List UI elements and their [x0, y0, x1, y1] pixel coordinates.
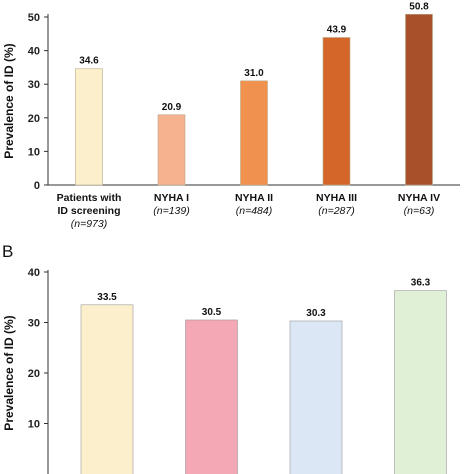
- y-tick-label-b: 30: [28, 317, 40, 329]
- bar-b: [289, 320, 343, 474]
- category-label-a: NYHA III: [316, 192, 357, 204]
- data-label-b: 30.3: [306, 308, 326, 319]
- bar-b: [394, 290, 447, 474]
- y-tick-label-a: 30: [28, 79, 40, 91]
- chart-a: Prevalence of ID (%) 0 10 20 30 40 50 34.6 Patie…: [2, 1, 460, 230]
- category-label-a: NYHA I: [154, 192, 189, 204]
- category-n-label-a: (n=139): [153, 205, 189, 217]
- data-label-a: 34.6: [79, 56, 99, 67]
- data-label-b: 36.3: [411, 278, 431, 289]
- y-tick-label-a: 40: [28, 46, 40, 58]
- bar-a: [240, 80, 268, 186]
- bar-a: [322, 37, 351, 186]
- y-axis-label-b: Prevalence of ID (%): [2, 315, 16, 430]
- y-tick-label-a: 50: [28, 12, 40, 24]
- category-label-a: Patients with: [57, 192, 122, 204]
- data-label-b: 33.5: [97, 292, 117, 303]
- bar-a: [405, 14, 433, 186]
- data-label-a: 43.9: [327, 24, 347, 35]
- category-n-label-a: (n=484): [236, 205, 272, 217]
- category-n-label-a: (n=63): [404, 205, 435, 217]
- data-label-b: 30.5: [202, 307, 222, 318]
- y-tick-label-b: 10: [28, 418, 40, 430]
- bar-b: [80, 304, 134, 474]
- bar-a: [75, 68, 103, 186]
- category-label-a: NYHA IV: [398, 192, 440, 204]
- y-tick-label-b: 20: [28, 368, 40, 380]
- panel-label-b: B: [2, 242, 13, 261]
- category-label-a: NYHA II: [235, 192, 273, 204]
- chart-b: B Prevalence of ID (%) 10 20 30 40 33.5 30.5 30.…: [2, 242, 447, 474]
- y-tick-label-a: 0: [34, 180, 40, 192]
- category-label-a: ID screening: [57, 205, 120, 217]
- y-tick-label-a: 10: [28, 146, 40, 158]
- y-tick-label-a: 20: [28, 113, 40, 125]
- y-axis-label-a: Prevalence of ID (%): [2, 43, 16, 158]
- data-label-a: 31.0: [244, 68, 264, 79]
- bar-b: [185, 319, 238, 474]
- data-label-a: 20.9: [162, 102, 182, 113]
- bar-a: [157, 114, 186, 186]
- category-n-label-a: (n=973): [71, 218, 107, 230]
- data-label-a: 50.8: [409, 1, 429, 12]
- category-n-label-a: (n=287): [318, 205, 354, 217]
- y-tick-label-b: 40: [28, 267, 40, 279]
